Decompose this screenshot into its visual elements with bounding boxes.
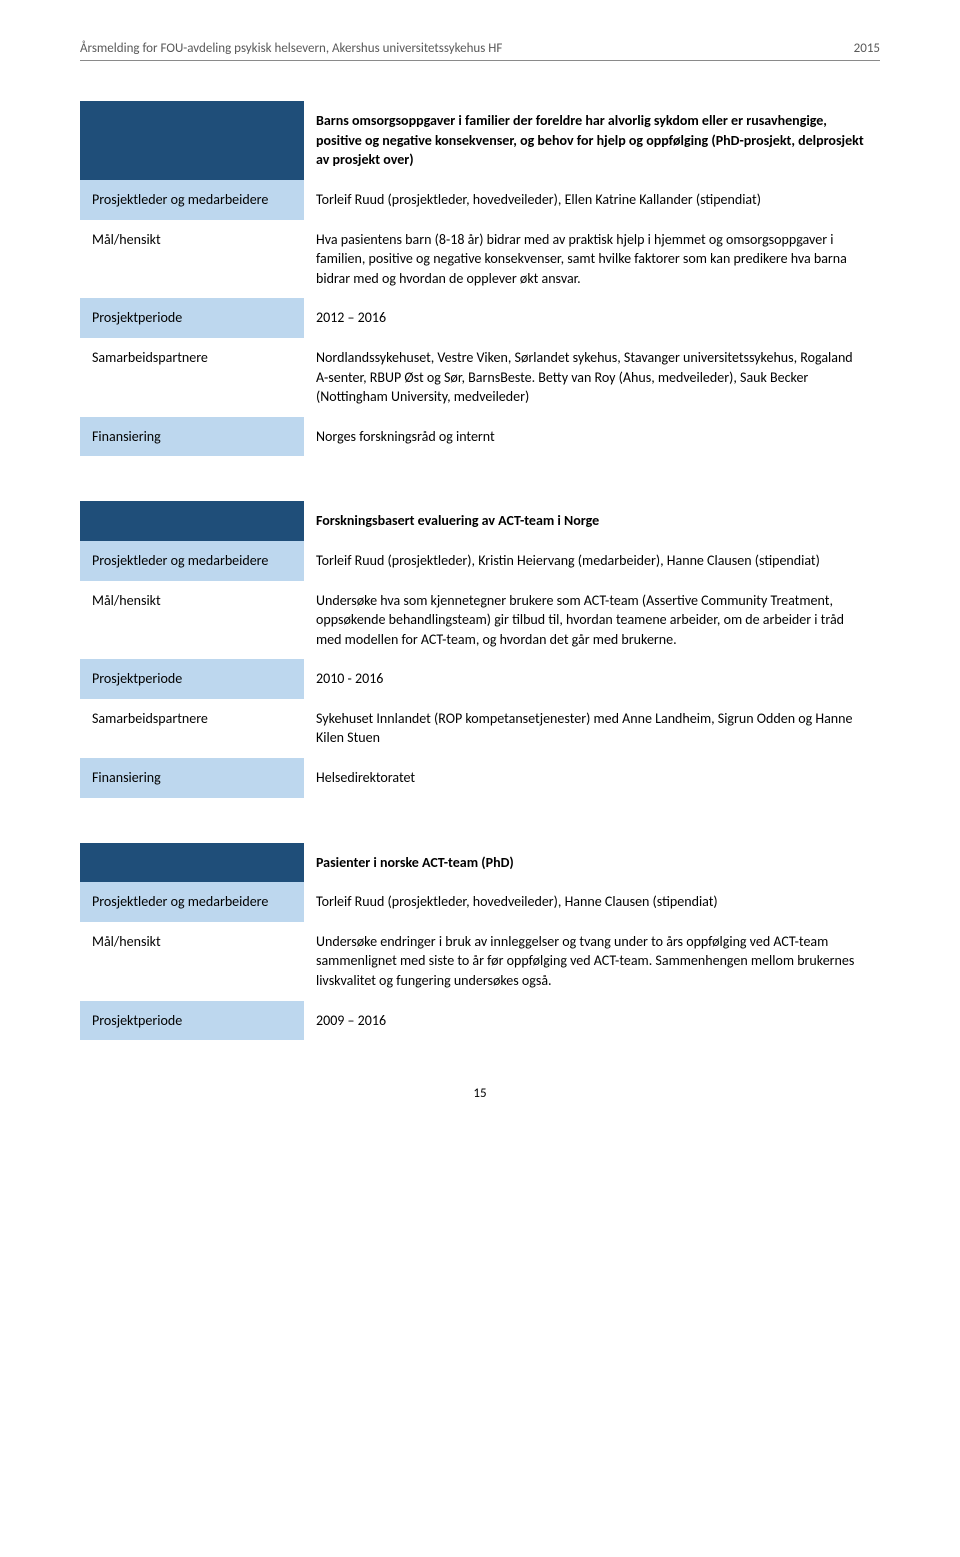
project2-period-value: 2010 - 2016 [304, 659, 880, 699]
project2-partners-value: Sykehuset Innlandet (ROP kompetansetjene… [304, 699, 880, 758]
project1-funding-label: Finansiering [80, 417, 304, 457]
project2-purpose-label: Mål/hensikt [80, 581, 304, 660]
project3-purpose-value: Undersøke endringer i bruk av innleggels… [304, 922, 880, 1001]
project1-leader-label: Prosjektleder og medarbeidere [80, 180, 304, 220]
project2-leader-row: Prosjektleder og medarbeidere Torleif Ru… [80, 541, 880, 581]
project1-funding-value: Norges forskningsråd og internt [304, 417, 880, 457]
project1-funding-row: Finansiering Norges forskningsråd og int… [80, 417, 880, 457]
project3-leader-value: Torleif Ruud (prosjektleder, hovedveiled… [304, 882, 880, 922]
project1-purpose-value: Hva pasientens barn (8-18 år) bidrar med… [304, 220, 880, 299]
project1-partners-row: Samarbeidspartnere Nordlandssykehuset, V… [80, 338, 880, 417]
project2-funding-value: Helsedirektoratet [304, 758, 880, 798]
project2-period-label: Prosjektperiode [80, 659, 304, 699]
project1-leader-row: Prosjektleder og medarbeidere Torleif Ru… [80, 180, 880, 220]
project1-title: Barns omsorgsoppgaver i familier der for… [304, 101, 880, 180]
project1-purpose-label: Mål/hensikt [80, 220, 304, 299]
project2-funding-label: Finansiering [80, 758, 304, 798]
project2-purpose-value: Undersøke hva som kjennetegner brukere s… [304, 581, 880, 660]
header-title: Årsmelding for FOU-avdeling psykisk hels… [80, 40, 502, 58]
header-year: 2015 [854, 40, 880, 58]
project3-title: Pasienter i norske ACT-team (PhD) [304, 843, 880, 883]
project3-purpose-row: Mål/hensikt Undersøke endringer i bruk a… [80, 922, 880, 1001]
page-number: 15 [80, 1085, 880, 1103]
project3-title-row: Pasienter i norske ACT-team (PhD) [80, 843, 880, 883]
project3-period-value: 2009 – 2016 [304, 1001, 880, 1041]
page-header: Årsmelding for FOU-avdeling psykisk hels… [80, 40, 880, 61]
project2-title-row: Forskningsbasert evaluering av ACT-team … [80, 501, 880, 541]
project3-leader-label: Prosjektleder og medarbeidere [80, 882, 304, 922]
project2-partners-row: Samarbeidspartnere Sykehuset Innlandet (… [80, 699, 880, 758]
project1-partners-label: Samarbeidspartnere [80, 338, 304, 417]
project2-title-label-cell [80, 501, 304, 541]
project1-period-value: 2012 – 2016 [304, 298, 880, 338]
project3-title-label-cell [80, 843, 304, 883]
project2-purpose-row: Mål/hensikt Undersøke hva som kjennetegn… [80, 581, 880, 660]
project3-purpose-label: Mål/hensikt [80, 922, 304, 1001]
project3-leader-row: Prosjektleder og medarbeidere Torleif Ru… [80, 882, 880, 922]
project2-title: Forskningsbasert evaluering av ACT-team … [304, 501, 880, 541]
project1-leader-value: Torleif Ruud (prosjektleder, hovedveiled… [304, 180, 880, 220]
project-table-3: Pasienter i norske ACT-team (PhD) Prosje… [80, 843, 880, 1041]
project-table-1: Barns omsorgsoppgaver i familier der for… [80, 101, 880, 456]
project2-partners-label: Samarbeidspartnere [80, 699, 304, 758]
project1-period-label: Prosjektperiode [80, 298, 304, 338]
project1-title-row: Barns omsorgsoppgaver i familier der for… [80, 101, 880, 180]
project1-purpose-row: Mål/hensikt Hva pasientens barn (8-18 år… [80, 220, 880, 299]
project2-funding-row: Finansiering Helsedirektoratet [80, 758, 880, 798]
project2-leader-value: Torleif Ruud (prosjektleder), Kristin He… [304, 541, 880, 581]
project1-partners-value: Nordlandssykehuset, Vestre Viken, Sørlan… [304, 338, 880, 417]
project1-period-row: Prosjektperiode 2012 – 2016 [80, 298, 880, 338]
project-table-2: Forskningsbasert evaluering av ACT-team … [80, 501, 880, 797]
project1-title-label-cell [80, 101, 304, 180]
project3-period-row: Prosjektperiode 2009 – 2016 [80, 1001, 880, 1041]
project3-period-label: Prosjektperiode [80, 1001, 304, 1041]
project2-period-row: Prosjektperiode 2010 - 2016 [80, 659, 880, 699]
project2-leader-label: Prosjektleder og medarbeidere [80, 541, 304, 581]
